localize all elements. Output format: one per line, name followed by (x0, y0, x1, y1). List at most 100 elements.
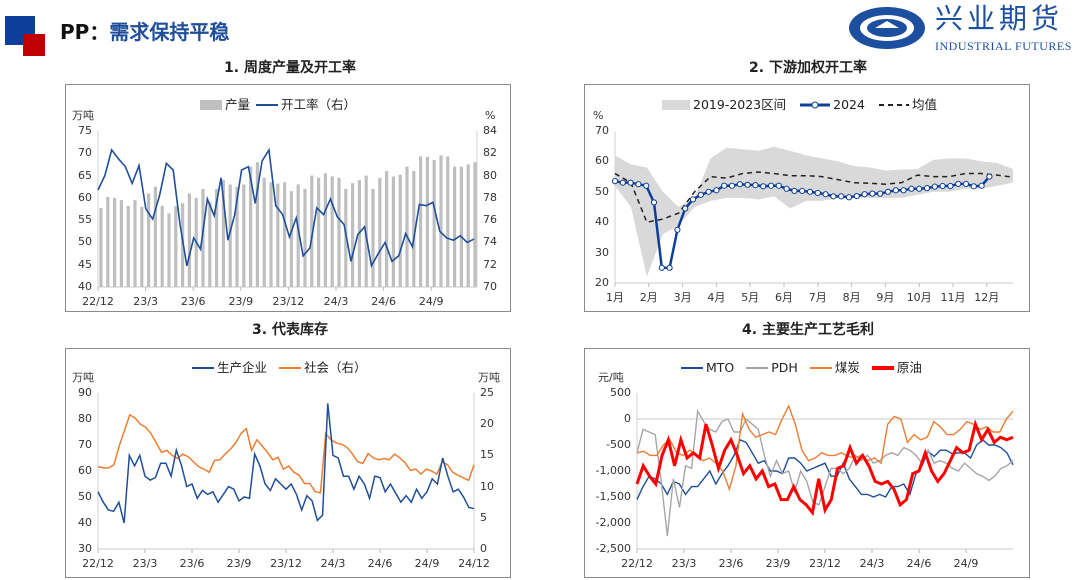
y-tick-label: -2,000 (595, 516, 631, 529)
y-tick-label: -2,500 (595, 542, 631, 555)
y-tick-label: 60 (78, 464, 92, 477)
production-bar (303, 188, 307, 287)
point-2024 (611, 178, 619, 185)
legend-item: 生产企业 (192, 360, 267, 375)
production-bar (262, 177, 266, 287)
y2-tick-label: 78 (483, 190, 497, 204)
chart3-y2-unit: 万吨 (478, 371, 500, 384)
x-tick-label: 12月 (974, 291, 1000, 304)
x-tick-label: 23/6 (179, 557, 205, 570)
production-bar (208, 202, 212, 287)
chart1-y2-unit: % (485, 109, 496, 122)
point-2024 (635, 181, 642, 188)
production-bar (153, 186, 157, 287)
production-bar (187, 193, 191, 287)
y-tick-label: 40 (595, 215, 609, 229)
production-bar (371, 188, 375, 287)
production-bar (385, 171, 389, 287)
y2-tick-label: 74 (483, 235, 497, 249)
point-2024 (853, 192, 860, 200)
legend-item: 2019-2023区间 (662, 97, 786, 112)
y2-tick-label: 80 (483, 168, 497, 182)
point-2024 (916, 185, 923, 192)
line-swatch-icon (279, 366, 302, 369)
legend-label: MTO (706, 360, 735, 375)
production-bar (99, 208, 103, 287)
y-tick-label: 20 (595, 276, 609, 289)
production-bar (181, 203, 185, 287)
legend-label: 煤炭 (834, 360, 860, 375)
production-bar (249, 166, 253, 287)
production-bar (140, 206, 144, 287)
point-2024 (666, 264, 673, 271)
line-swatch-icon (746, 366, 769, 369)
production-bar (276, 183, 280, 287)
legend-label: 社会（右） (304, 360, 367, 375)
production-bar (323, 173, 327, 287)
production-bar (283, 182, 287, 287)
producer-inventory-line (97, 403, 475, 524)
production-bar (201, 188, 205, 287)
chart1-y-unit: 万吨 (72, 109, 94, 122)
production-bar (425, 156, 429, 287)
point-2024 (682, 205, 689, 212)
x-tick-label: 22/12 (621, 557, 653, 570)
point-2024 (767, 182, 775, 189)
point-2024 (791, 187, 798, 194)
x-tick-label: 24/9 (414, 557, 440, 570)
legend-item: 产量 (200, 97, 250, 112)
legend-label: 均值 (911, 97, 937, 112)
chart2-legend: 2019-2023区间 2024 均值 (662, 97, 937, 112)
point-2024 (728, 182, 736, 189)
legend-item: MTO (681, 360, 734, 375)
y-tick-label: 50 (78, 490, 92, 503)
mto-line (636, 438, 1014, 500)
point-2024 (861, 191, 868, 198)
point-2024 (806, 188, 814, 195)
x-tick-label: 24/6 (371, 295, 396, 308)
point-2024 (877, 190, 884, 197)
legend-label: 原油 (896, 360, 922, 375)
line-swatch-icon (681, 366, 703, 369)
production-bar (160, 205, 164, 287)
point-2024 (986, 173, 993, 180)
x-tick-label: 23/3 (132, 557, 158, 570)
point-2024 (752, 182, 759, 189)
point-2024 (674, 226, 681, 233)
production-bar (167, 213, 171, 287)
production-bar (235, 186, 239, 287)
crude-line (635, 419, 1014, 517)
point-2024 (923, 185, 931, 192)
x-tick-label: 23/3 (133, 295, 158, 308)
y-tick-label: 90 (78, 386, 92, 399)
point-2024 (627, 179, 634, 186)
production-bar (459, 166, 463, 287)
y-tick-label: 80 (78, 412, 92, 425)
production-bar (119, 200, 123, 287)
legend-item: 2024 (800, 97, 865, 112)
y-tick-label: 50 (595, 184, 609, 198)
range-band-2019-2023 (615, 146, 1013, 277)
production-bar (405, 166, 409, 287)
y-tick-label: -1,500 (595, 490, 631, 503)
point-2024 (650, 199, 658, 206)
point-2024 (814, 189, 821, 197)
chart1-legend: 产量 开工率（右） (200, 97, 356, 112)
title-headline: 需求保持平稳 (109, 20, 230, 44)
line-swatch-icon (192, 366, 214, 369)
point-2024 (955, 180, 962, 187)
chart3-title: 3. 代表库存 (252, 322, 328, 338)
dashed-swatch-icon (878, 103, 909, 106)
point-2024 (822, 191, 829, 198)
y-tick-label: 70 (78, 438, 92, 451)
point-2024 (760, 183, 767, 190)
production-bar (453, 166, 457, 287)
y2-tick-label: 15 (480, 448, 494, 462)
x-tick-label: 23/6 (718, 557, 744, 570)
x-tick-label: 22/12 (82, 295, 114, 308)
point-2024 (931, 183, 938, 190)
production-bar (310, 175, 314, 287)
pdh-line (636, 409, 1014, 537)
production-bar (147, 193, 151, 287)
